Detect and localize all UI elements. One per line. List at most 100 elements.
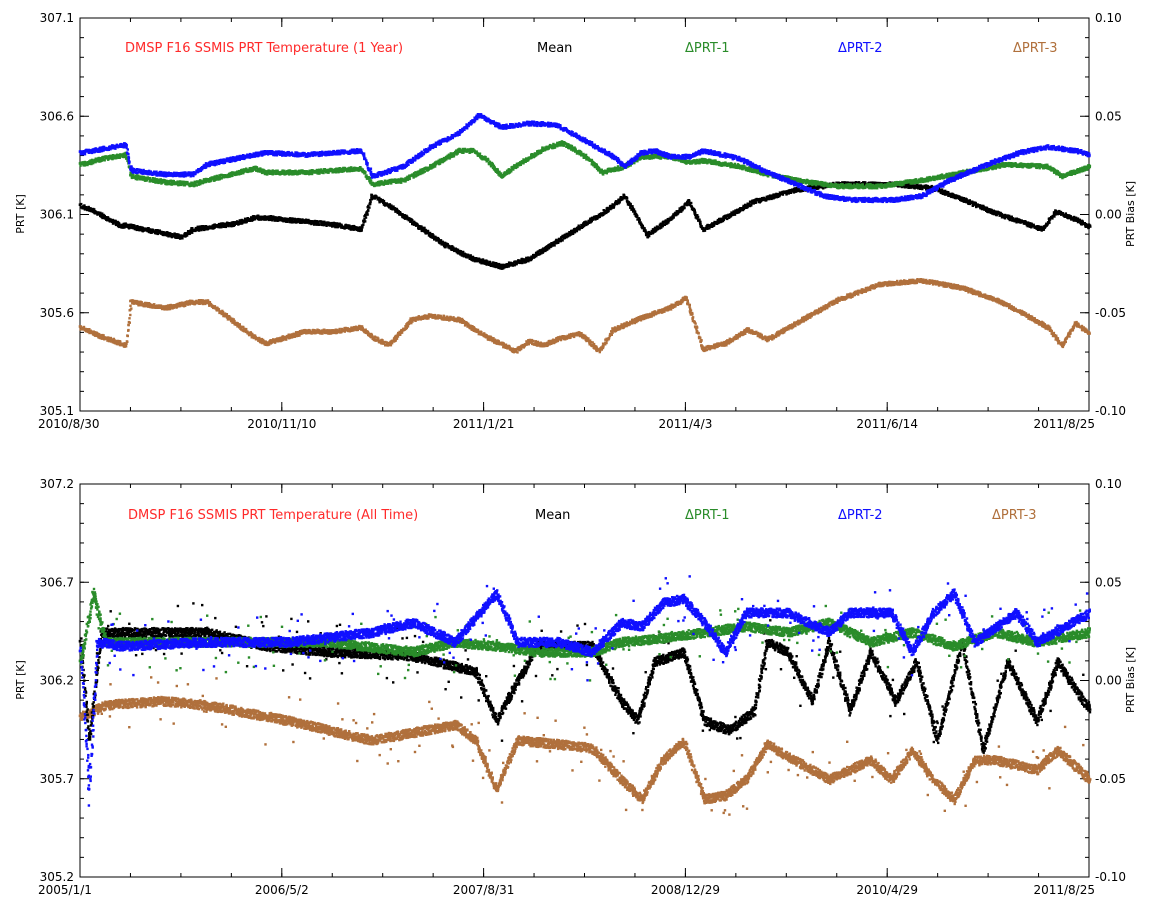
data-point [452, 316, 455, 319]
data-point [694, 326, 697, 329]
data-point [488, 335, 491, 338]
data-point [527, 343, 530, 346]
data-point [781, 331, 784, 335]
data-point [916, 278, 919, 281]
data-point [114, 221, 117, 224]
data-point [725, 342, 728, 345]
data-point [864, 290, 867, 293]
data-point [395, 337, 399, 340]
data-point [457, 319, 461, 322]
data-point [577, 331, 581, 334]
data-point [797, 322, 800, 326]
data-point [456, 249, 459, 253]
data-point [216, 307, 220, 310]
data-point [387, 342, 390, 346]
data-point [438, 314, 441, 317]
data-point [291, 335, 295, 339]
series-group [78, 113, 1092, 354]
data-point [233, 319, 236, 323]
data-point [674, 305, 677, 308]
data-point [877, 284, 880, 288]
data-point [384, 340, 387, 344]
data-point [497, 340, 500, 343]
data-point [577, 334, 580, 337]
data-point [1012, 306, 1015, 309]
data-point [204, 299, 208, 303]
data-point [767, 338, 770, 341]
data-point [250, 334, 253, 337]
data-point [101, 336, 104, 340]
data-point [396, 335, 400, 338]
data-point [713, 347, 716, 350]
data-point [856, 291, 859, 294]
data-point [413, 318, 417, 322]
data-point [147, 302, 151, 306]
data-point [851, 295, 854, 298]
data-point [362, 223, 365, 226]
data-point [996, 297, 999, 300]
data-point [1045, 325, 1049, 328]
data-point [938, 282, 941, 285]
data-point [774, 335, 778, 338]
data-point [123, 225, 126, 228]
data-point [1073, 321, 1077, 324]
data-point [667, 305, 670, 309]
data-point [994, 300, 998, 303]
data-point [1022, 313, 1025, 316]
data-point [169, 303, 172, 307]
data-point [145, 305, 148, 308]
data-point [602, 345, 605, 348]
data-point [318, 223, 321, 226]
data-point [518, 345, 522, 349]
data-point [492, 337, 495, 340]
data-point [497, 342, 501, 346]
data-point [586, 339, 589, 342]
data-point [400, 331, 404, 334]
data-point [210, 304, 213, 307]
data-point [935, 283, 939, 286]
data-point [902, 282, 905, 285]
data-point [1069, 332, 1072, 335]
data-point [848, 294, 852, 297]
data-point [142, 304, 146, 307]
data-point [463, 324, 467, 327]
data-point [738, 335, 741, 338]
data-point [572, 332, 575, 335]
data-point [312, 331, 316, 335]
data-point [175, 305, 179, 308]
data-point [745, 329, 749, 333]
data-point [953, 286, 956, 290]
data-point [136, 300, 139, 303]
data-point [1027, 317, 1030, 320]
data-point [360, 325, 364, 328]
data-point [623, 325, 626, 328]
data-point [1004, 304, 1007, 307]
data-point [522, 346, 525, 349]
data-point [190, 299, 194, 303]
data-point [631, 320, 634, 324]
data-point [408, 319, 411, 322]
data-point [97, 334, 100, 337]
data-point [780, 328, 783, 332]
data-point [808, 313, 811, 316]
data-point [744, 332, 747, 335]
data-point [201, 302, 205, 306]
data-point [92, 330, 95, 333]
data-point [987, 295, 990, 298]
data-point [486, 336, 490, 339]
data-point [699, 337, 702, 340]
data-point [918, 280, 922, 283]
data-point [483, 332, 486, 335]
data-point [543, 345, 546, 348]
data-point [225, 313, 229, 316]
data-point [317, 329, 321, 332]
data-point [1018, 309, 1021, 312]
data-point [1068, 335, 1071, 338]
data-point [513, 348, 516, 352]
data-point [705, 348, 708, 352]
data-point [733, 337, 736, 341]
data-point [573, 332, 577, 335]
data-point [406, 325, 410, 328]
data-point [228, 316, 232, 319]
data-point [611, 327, 614, 330]
